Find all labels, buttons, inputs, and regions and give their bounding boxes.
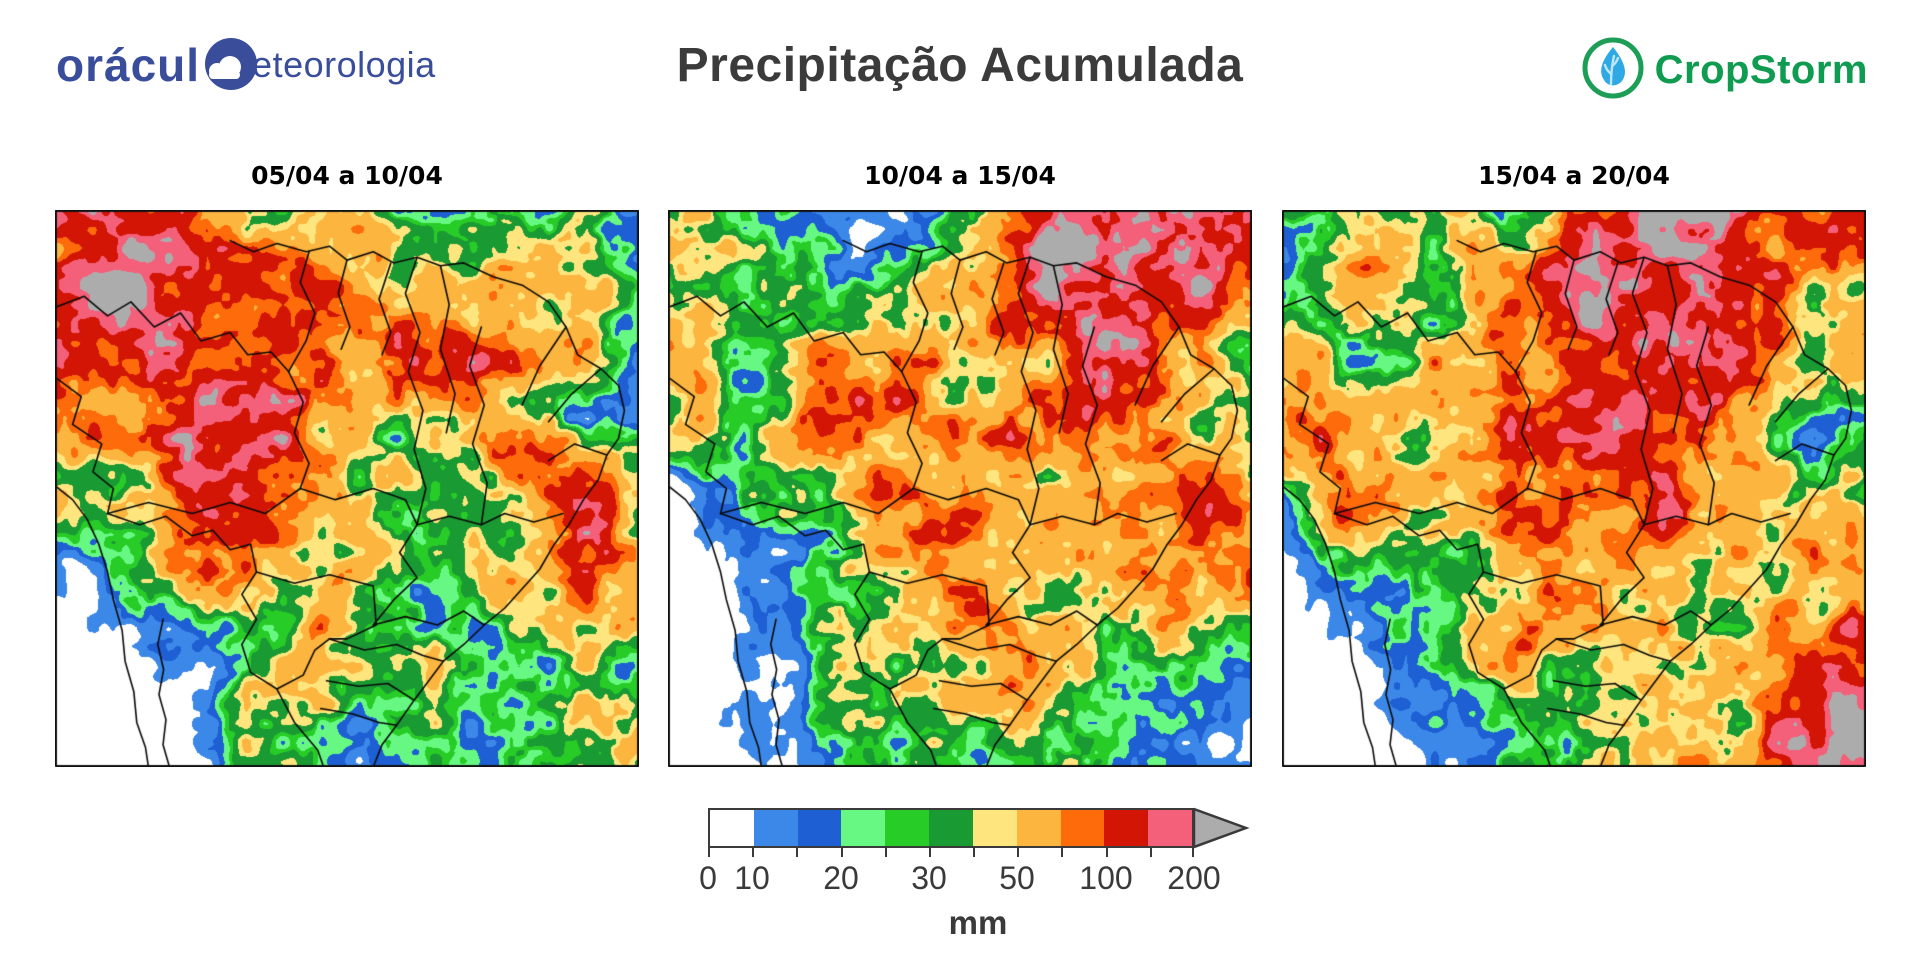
colorbar-tick-label-0: 0: [699, 860, 717, 896]
colorbar-segment-50-75: [1016, 810, 1061, 846]
colorbar-overflow-arrow-icon: [1192, 807, 1252, 854]
colorbar-segment-40-50: [972, 810, 1017, 846]
panel-2-title: 10/04 a 15/04: [864, 161, 1056, 190]
colorbar-tick: [929, 848, 931, 857]
colorbar: 0 10 20 30 50 100 200 mm: [699, 807, 1268, 948]
cropstorm-label: CropStorm: [1654, 48, 1868, 92]
header: orácul eteorologia Precipitação Acumulad…: [0, 0, 1920, 130]
colorbar-tick-label-100: 100: [1079, 860, 1133, 896]
colorbar-segment-15-20: [797, 810, 842, 846]
colorbar-tick: [841, 848, 843, 857]
colorbar-segment-10-15: [753, 810, 798, 846]
colorbar-tick: [796, 848, 798, 857]
precipitation-map-canvas-2: [668, 210, 1252, 767]
colorbar-segment-25-30: [885, 810, 930, 846]
precipitation-map-canvas-1: [55, 210, 639, 767]
colorbar-tick-label-10: 10: [734, 860, 770, 896]
colorbar-segment-20-25: [841, 810, 886, 846]
colorbar-tick-label-200: 200: [1167, 860, 1221, 896]
colorbar-tick-label-20: 20: [823, 860, 859, 896]
colorbar-segment-75-100: [1060, 810, 1105, 846]
oraculo-logo-text-right: eteorologia: [252, 43, 436, 85]
colorbar-tick: [1061, 848, 1063, 857]
panel-1-title: 05/04 a 10/04: [251, 161, 443, 190]
map-panel-3: 15/04 a 20/04: [1282, 150, 1866, 767]
colorbar-segment-0-10: [710, 810, 754, 846]
colorbar-tick-label-50: 50: [999, 860, 1035, 896]
map-panel-1: 05/04 a 10/04: [55, 150, 639, 767]
oraculo-logo-text-left: orácul: [56, 38, 201, 91]
page-title: Precipitação Acumulada: [676, 39, 1244, 92]
colorbar-tick: [973, 848, 975, 857]
colorbar-segment-150-200: [1148, 810, 1192, 846]
colorbar-tick: [885, 848, 887, 857]
colorbar-tick: [1192, 848, 1194, 857]
panel-3-title: 15/04 a 20/04: [1478, 161, 1670, 190]
colorbar-bar: [708, 808, 1194, 848]
colorbar-tick: [1017, 848, 1019, 857]
colorbar-tick: [752, 848, 754, 857]
colorbar-unit-label: mm: [948, 904, 1008, 941]
cropstorm-logo: CropStorm: [1581, 36, 1868, 105]
colorbar-tick: [708, 848, 710, 857]
leaf-droplet-icon: [1581, 36, 1645, 105]
colorbar-segment-100-150: [1104, 810, 1149, 846]
precipitation-map-canvas-3: [1282, 210, 1866, 767]
colorbar-tick: [1150, 848, 1152, 857]
colorbar-segment-30-40: [929, 810, 973, 846]
colorbar-tick: [1106, 848, 1108, 857]
cloud-in-circle-icon: [202, 36, 258, 97]
oraculo-meteorologia-logo: orácul eteorologia: [56, 34, 436, 95]
map-panel-2: 10/04 a 15/04: [668, 150, 1252, 767]
colorbar-tick-label-30: 30: [911, 860, 947, 896]
